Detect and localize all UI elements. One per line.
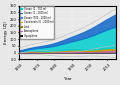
X-axis label: Year: Year (63, 77, 72, 81)
Legend: Ocean (0 - 700 m), Ocean (0 - 2000 m), Ocean (700 - 2000 m), Continents (0 - 200: Ocean (0 - 700 m), Ocean (0 - 2000 m), O… (20, 6, 54, 39)
Y-axis label: Energy (ZJ): Energy (ZJ) (4, 21, 8, 44)
